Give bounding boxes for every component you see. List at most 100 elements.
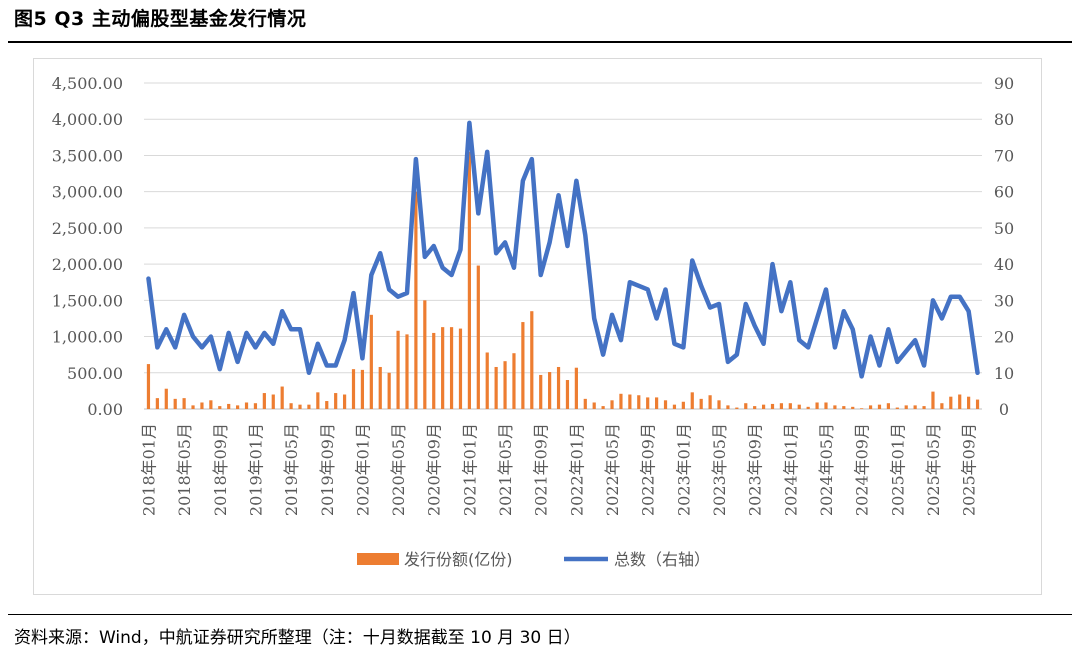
bar [209, 400, 213, 409]
bar [770, 403, 775, 409]
line-series [146, 120, 980, 379]
bar [655, 397, 659, 409]
bar [904, 405, 908, 409]
bar [574, 367, 578, 409]
bar [815, 402, 819, 409]
bar [610, 400, 614, 409]
bar [975, 399, 980, 409]
bar [494, 366, 498, 409]
right-axis-tick-label: 20 [994, 328, 1014, 347]
bar [556, 366, 561, 409]
bar [717, 400, 721, 409]
x-axis-tick-label: 2023年05月 [710, 423, 729, 516]
right-axis-tick-label: 90 [994, 74, 1014, 93]
left-axis-tick-label: 500.00 [67, 364, 123, 383]
x-axis-tick-label: 2021年09月 [532, 423, 551, 516]
bar [583, 398, 587, 409]
bar [351, 369, 356, 409]
bar [218, 406, 222, 409]
left-axis-tick-label: 2,000.00 [52, 255, 123, 274]
bar [886, 403, 890, 409]
bar [868, 405, 873, 409]
bar [895, 407, 899, 409]
bar [708, 395, 712, 409]
right-axis-tick-label: 80 [994, 110, 1014, 129]
left-axis-tick-label: 4,500.00 [52, 74, 123, 93]
x-axis-tick-label: 2018年05月 [175, 423, 194, 516]
x-axis-tick-label: 2022年01月 [567, 423, 586, 516]
bar [824, 402, 828, 409]
right-axis-tick-label: 40 [994, 255, 1014, 274]
bar [503, 361, 507, 409]
bar [699, 398, 703, 409]
bar [922, 406, 926, 409]
bar [164, 388, 168, 409]
bar [155, 398, 159, 409]
bar [565, 380, 570, 409]
bar [405, 334, 409, 409]
bar [227, 403, 231, 409]
bar [637, 395, 641, 409]
bar [539, 374, 543, 409]
left-axis-tick-label: 3,500.00 [52, 146, 123, 165]
x-axis-tick-label: 2023年09月 [746, 423, 765, 516]
top-rule [8, 41, 1072, 43]
bar [761, 404, 766, 409]
legend: 发行份额(亿份) 总数（右轴） [357, 550, 710, 569]
bar [369, 314, 373, 409]
bar [753, 406, 757, 409]
x-axis-tick-label: 2024年01月 [781, 423, 800, 516]
bar [423, 300, 427, 409]
x-axis-tick-labels: 2018年01月 2018年05月 2018年09月 2019年01月 2019年05月… [139, 423, 978, 516]
left-axis-tick-label: 0.00 [87, 400, 123, 419]
right-axis-tick-label: 0 [999, 400, 1009, 419]
source-note: 资料来源：Wind，中航证券研究所整理（注：十月数据截至 10 月 30 日） [14, 628, 581, 648]
bar [967, 396, 971, 409]
bar [146, 364, 151, 409]
bar [735, 407, 739, 409]
bar [307, 404, 311, 409]
bar [298, 404, 302, 409]
legend-bar-label: 发行份额(亿份) [404, 550, 513, 569]
bar [280, 386, 284, 409]
bar [877, 404, 882, 409]
bar [360, 369, 365, 409]
bar [244, 402, 249, 409]
x-axis-tick-label: 2024年09月 [853, 423, 872, 516]
bar [949, 396, 953, 409]
bar [378, 366, 382, 409]
left-axis-tick-label: 1,500.00 [52, 291, 123, 310]
bar [182, 398, 186, 409]
left-axis-tick-labels: 0.00 500.00 1,000.00 1,500.00 2,000.00 2,500.… [52, 74, 123, 419]
figure-title: 图5 Q3 主动偏股型基金发行情况 [14, 8, 307, 30]
x-axis-tick-label: 2020年05月 [389, 423, 408, 516]
x-axis-tick-label: 2023年01月 [674, 423, 693, 516]
left-axis-tick-label: 1,000.00 [52, 328, 123, 347]
bar [860, 408, 864, 409]
x-axis-tick-label: 2025年01月 [888, 423, 907, 516]
bar [200, 402, 204, 409]
bar [940, 403, 944, 409]
x-axis-tick-label: 2020年01月 [353, 423, 372, 516]
legend-line-label: 总数（右轴） [614, 550, 710, 569]
bar-series [146, 151, 980, 410]
x-axis-tick-label: 2020年09月 [425, 423, 444, 516]
x-axis-tick-label: 2021年05月 [496, 423, 515, 516]
bar [779, 403, 784, 409]
right-axis-tick-label: 70 [994, 146, 1014, 165]
bar [467, 151, 471, 410]
bar [806, 406, 810, 409]
x-axis-tick-label: 2025年05月 [924, 423, 943, 516]
bar [289, 403, 293, 409]
x-axis-tick-label: 2019年05月 [282, 423, 301, 516]
bar [842, 406, 846, 409]
bar [931, 391, 935, 409]
bar [788, 403, 792, 409]
bar [672, 404, 677, 409]
gridlines [144, 82, 982, 374]
bar [592, 402, 596, 409]
bar [619, 393, 623, 409]
bar [414, 191, 418, 409]
bar [744, 403, 748, 409]
bar [387, 372, 391, 409]
